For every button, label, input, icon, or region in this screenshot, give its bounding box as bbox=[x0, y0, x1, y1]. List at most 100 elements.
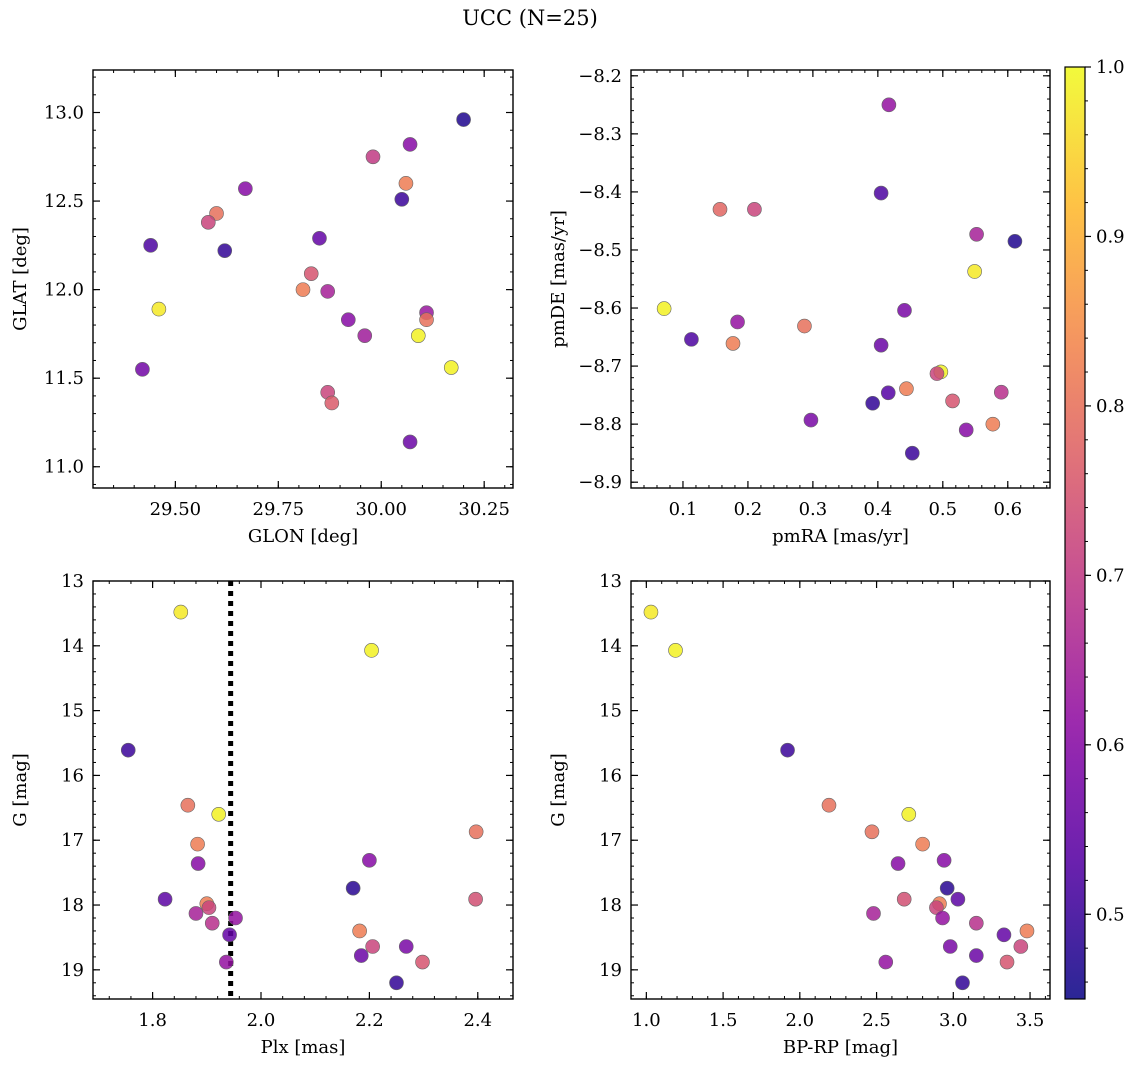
x-axis-label: Plx [mas] bbox=[261, 1037, 346, 1058]
data-point bbox=[1013, 939, 1029, 954]
data-point bbox=[468, 891, 483, 907]
panel-pmra-pmde: 0.1 0.2 0.3 0.4 0.5 0.6 −8.9 −8.8 −8.7 −8.6 −8.5 −8… bbox=[548, 66, 1051, 547]
data-point bbox=[402, 434, 418, 450]
x-tick-label: 0.5 bbox=[928, 499, 957, 520]
y-tick-label: 11.0 bbox=[44, 457, 84, 478]
data-point bbox=[353, 948, 369, 963]
y-axis-label: pmDE [mas/yr] bbox=[548, 210, 569, 348]
y-tick-label: 15 bbox=[599, 701, 622, 722]
x-tick-label: 29.50 bbox=[150, 499, 202, 520]
axes-frame bbox=[630, 580, 1051, 1000]
figure-title: UCC (N=25) bbox=[462, 6, 598, 30]
data-point bbox=[295, 282, 311, 297]
data-point bbox=[402, 137, 418, 152]
data-point bbox=[878, 954, 894, 970]
data-point bbox=[969, 226, 984, 242]
data-point bbox=[866, 906, 881, 921]
data-point bbox=[180, 797, 196, 813]
data-point bbox=[873, 185, 889, 201]
y-tick-label: 15 bbox=[61, 701, 84, 722]
data-point bbox=[958, 422, 974, 438]
data-point bbox=[345, 880, 361, 896]
x-tick-label: 2.5 bbox=[862, 1010, 891, 1031]
data-point bbox=[320, 284, 336, 299]
x-tick-label: 1.0 bbox=[632, 1010, 661, 1031]
data-point bbox=[364, 643, 379, 658]
x-tick-label: 29.75 bbox=[253, 499, 305, 520]
axes-frame bbox=[92, 69, 514, 489]
data-point bbox=[942, 939, 958, 954]
data-point bbox=[190, 836, 205, 852]
data-point bbox=[352, 923, 367, 939]
colorbar-tick-label: 0.6 bbox=[1096, 735, 1125, 756]
y-axis-label: GLAT [deg] bbox=[10, 227, 31, 331]
y-tick-label: −8.4 bbox=[578, 182, 622, 203]
data-point bbox=[899, 381, 914, 397]
colorbar: 0.5 0.6 0.7 0.8 0.9 1.0 bbox=[1064, 57, 1125, 1000]
data-point bbox=[747, 202, 762, 217]
data-point bbox=[955, 975, 970, 991]
data-point bbox=[456, 112, 471, 127]
data-point bbox=[864, 824, 880, 840]
data-point bbox=[188, 906, 204, 921]
data-point bbox=[1019, 923, 1035, 939]
panel-glon-glat: 29.50 29.75 30.00 30.25 11.0 11.5 12.0 12.5 13.0… bbox=[10, 69, 514, 547]
data-point bbox=[939, 880, 955, 896]
data-point bbox=[151, 301, 167, 317]
data-point bbox=[901, 807, 917, 822]
data-point bbox=[881, 97, 897, 113]
data-point bbox=[935, 910, 950, 926]
x-tick-label: 2.2 bbox=[355, 1010, 384, 1031]
data-point bbox=[419, 312, 434, 328]
x-tick-label: 2.0 bbox=[247, 1010, 276, 1031]
data-point bbox=[803, 412, 819, 428]
x-tick-label: 1.8 bbox=[138, 1010, 167, 1031]
x-tick-label: 0.1 bbox=[669, 499, 698, 520]
data-point bbox=[410, 328, 426, 343]
x-axis-label: pmRA [mas/yr] bbox=[772, 526, 909, 547]
colorbar-tick-label: 0.9 bbox=[1096, 226, 1125, 247]
data-point bbox=[999, 954, 1015, 970]
data-point bbox=[389, 975, 404, 991]
y-tick-label: 14 bbox=[61, 636, 84, 657]
y-tick-label: 13 bbox=[599, 571, 622, 592]
x-tick-label: 0.2 bbox=[734, 499, 763, 520]
y-tick-label: −8.9 bbox=[578, 472, 622, 493]
y-axis-label: G [mag] bbox=[10, 753, 31, 826]
panel-plx-g: 1.8 2.0 2.2 2.4 13 14 15 16 17 18 19 Plx [mas] G [ma… bbox=[10, 571, 514, 1058]
y-tick-label: 11.5 bbox=[44, 368, 84, 389]
data-point bbox=[730, 314, 745, 330]
data-point bbox=[303, 266, 319, 281]
x-tick-label: 30.25 bbox=[458, 499, 510, 520]
y-tick-label: 18 bbox=[61, 895, 84, 916]
axes-frame bbox=[92, 580, 514, 1000]
x-tick-label: 0.6 bbox=[993, 499, 1022, 520]
x-tick-label: 3.5 bbox=[1016, 1010, 1045, 1031]
y-tick-label: 16 bbox=[61, 765, 84, 786]
colorbar-tick-label: 0.7 bbox=[1096, 565, 1125, 586]
data-point bbox=[996, 927, 1012, 943]
data-point bbox=[357, 328, 373, 343]
y-tick-label: 13.0 bbox=[44, 103, 84, 124]
data-point bbox=[468, 824, 484, 840]
data-point bbox=[1007, 233, 1023, 249]
data-point bbox=[362, 853, 377, 868]
data-point bbox=[873, 337, 889, 353]
data-point bbox=[643, 604, 659, 620]
x-tick-label: 1.5 bbox=[709, 1010, 738, 1031]
y-tick-label: −8.8 bbox=[578, 414, 622, 435]
data-point bbox=[985, 416, 1001, 432]
data-point bbox=[173, 604, 189, 620]
data-point bbox=[365, 939, 380, 954]
data-point bbox=[211, 807, 227, 822]
data-point bbox=[993, 384, 1009, 400]
data-point bbox=[897, 303, 912, 318]
data-point bbox=[217, 243, 233, 258]
y-tick-label: 19 bbox=[61, 960, 84, 981]
data-point bbox=[656, 301, 672, 316]
y-tick-label: −8.7 bbox=[578, 356, 622, 377]
y-tick-label: 18 bbox=[599, 895, 622, 916]
colorbar-tick-label: 0.8 bbox=[1096, 396, 1125, 417]
y-tick-label: −8.5 bbox=[578, 240, 622, 261]
